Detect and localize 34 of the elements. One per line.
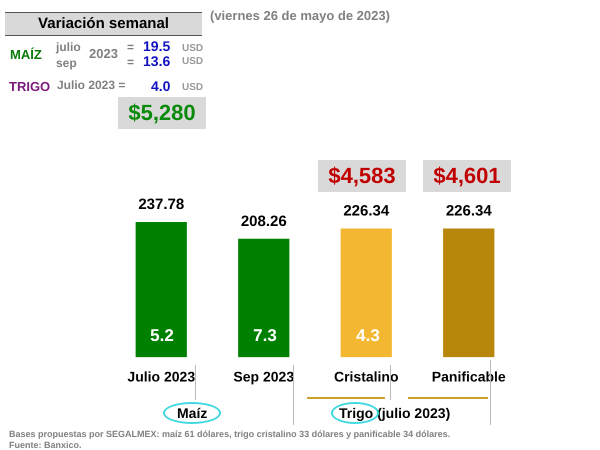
text: USD	[182, 43, 204, 54]
annotation: 4.3	[355, 326, 381, 346]
annotation: 7.3	[252, 326, 278, 346]
text: Bases propuestas por SEGALMEX: maíz 61 dólares, trigo cristalino 33 dólares y panificable 34 dólares.	[9, 429, 450, 439]
chart-subtitle: (viernes 26 de mayo de 2023)	[210, 8, 390, 23]
source-note: Fuente: Banxico.	[9, 440, 82, 450]
data-label: 237.78	[138, 196, 184, 214]
text: $4,601	[423, 160, 511, 192]
x-tick-label: Panificable	[432, 368, 506, 384]
data-label: 226.34	[446, 202, 492, 220]
text: Maíz	[177, 405, 208, 421]
text: Julio 2023 =	[57, 78, 126, 92]
text: 4.0	[151, 78, 170, 94]
data-label: 226.34	[343, 202, 390, 220]
data-label: 208.26	[240, 212, 287, 230]
text: =	[127, 40, 134, 54]
text: MAÍZ	[10, 47, 42, 62]
text: USD	[182, 56, 204, 67]
annotation: 5.2	[149, 326, 175, 346]
text: =	[127, 55, 134, 69]
text: 19.5	[143, 38, 170, 54]
text: julio	[56, 40, 81, 54]
x-tick-label: Julio 2023	[127, 368, 196, 384]
text: Variación semanal	[5, 12, 202, 36]
x-tick-label: Cristalino	[334, 368, 399, 384]
text: 13.6	[143, 53, 170, 69]
text: $5,280	[118, 97, 206, 129]
x-tick-label: Sep 2023	[233, 368, 294, 384]
text: USD	[182, 82, 204, 93]
text: $4,583	[318, 160, 406, 192]
text: TRIGO	[9, 79, 50, 94]
text: sep	[56, 56, 77, 70]
text: Trigo (julio 2023)	[339, 405, 450, 421]
text: 2023	[89, 46, 118, 61]
